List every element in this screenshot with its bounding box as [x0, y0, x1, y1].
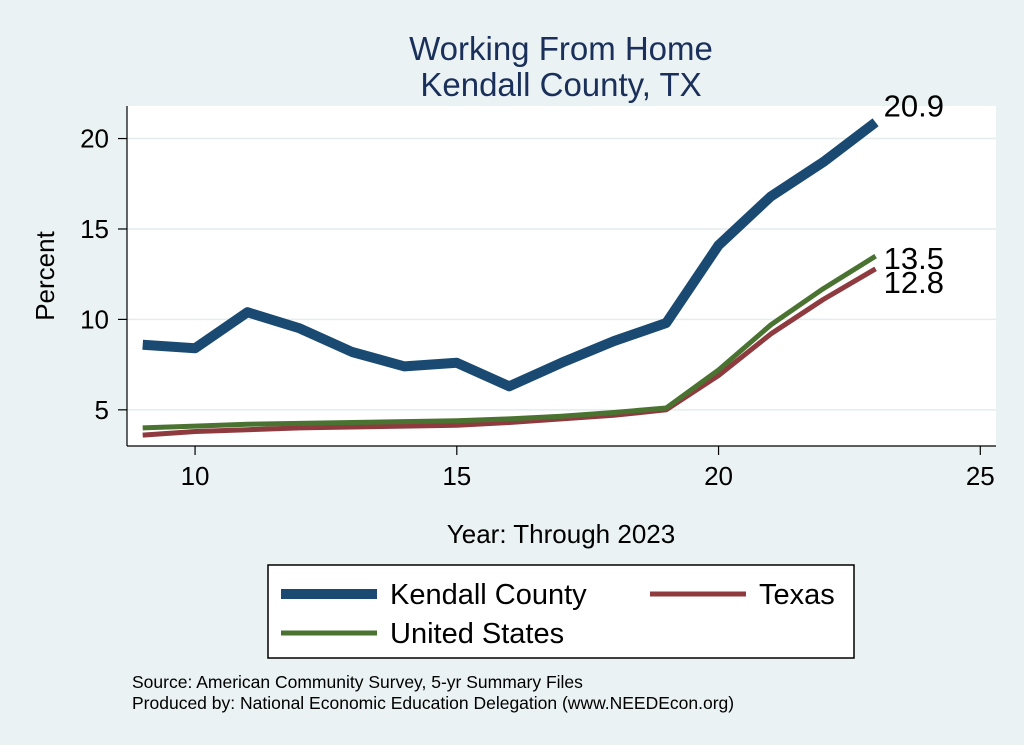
x-tick-label-10: 10: [181, 461, 210, 491]
x-axis-title: Year: Through 2023: [447, 519, 675, 549]
legend-label-united-states: United States: [390, 618, 564, 650]
series-line-kendall-county: [142, 118, 879, 392]
y-tick-label-5: 5: [95, 395, 109, 425]
x-tick-label-20: 20: [704, 461, 733, 491]
y-tick-label-20: 20: [80, 124, 109, 154]
chart-title-line-1: Working From Home: [409, 30, 713, 67]
y-tick-label-15: 15: [80, 214, 109, 244]
axes: 10 15 20 25 5 10 15 20: [80, 106, 996, 491]
series-lines: [142, 118, 879, 438]
series-line-texas: [142, 266, 877, 438]
legend-label-kendall-county: Kendall County: [390, 579, 587, 611]
chart-title-line-2: Kendall County, TX: [420, 66, 701, 103]
source-note: Source: American Community Survey, 5-yr …: [132, 672, 583, 692]
x-tick-label-15: 15: [442, 461, 471, 491]
plot-area: [127, 106, 996, 446]
y-axis-title: Percent: [30, 230, 60, 320]
legend-label-texas: Texas: [759, 579, 835, 611]
legend-box: [267, 564, 855, 659]
end-labels: 20.9 12.813.5: [884, 88, 944, 299]
end-label-texas: 12.8: [884, 265, 944, 300]
series-line-united-states: [142, 253, 877, 431]
producer-note: Produced by: National Economic Education…: [132, 693, 734, 713]
end-label-united-states: 13.5: [884, 241, 944, 276]
end-label-kendall-county: 20.9: [884, 88, 944, 123]
y-tick-label-10: 10: [80, 304, 109, 334]
legend: Kendall County Texas United States: [267, 564, 855, 659]
x-tick-label-25: 25: [966, 461, 995, 491]
